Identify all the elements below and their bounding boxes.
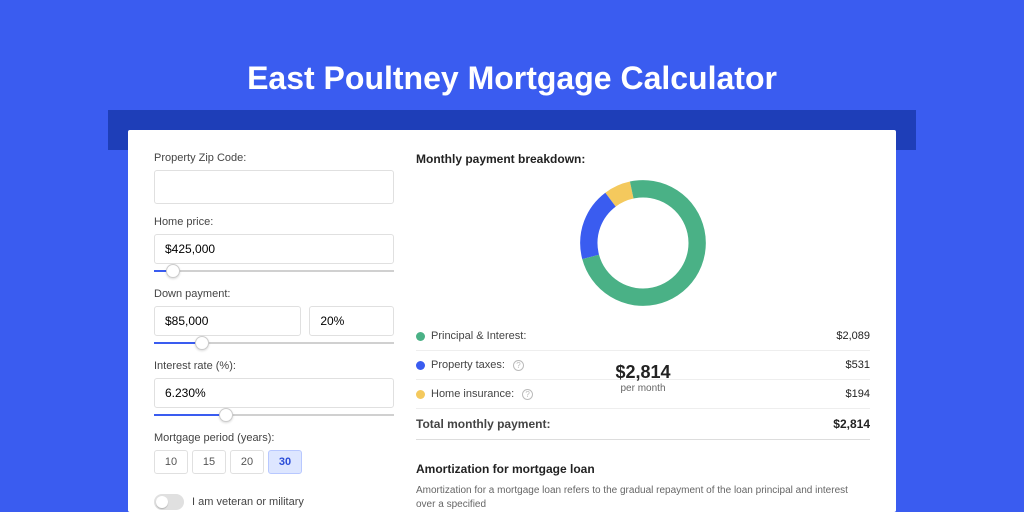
total-label: Total monthly payment: — [416, 417, 550, 431]
donut-segment-taxes — [579, 179, 707, 307]
donut-amount: $2,814 — [615, 362, 670, 383]
veteran-label: I am veteran or military — [192, 496, 304, 508]
period-radio-group: 10152030 — [154, 450, 394, 474]
slider-fill — [154, 414, 226, 416]
page-title: East Poultney Mortgage Calculator — [0, 0, 1024, 117]
total-value: $2,814 — [833, 417, 870, 431]
price-label: Home price: — [154, 216, 394, 228]
amortization-text: Amortization for a mortgage loan refers … — [416, 484, 870, 512]
veteran-toggle[interactable] — [154, 494, 184, 510]
slider-thumb[interactable] — [166, 264, 180, 278]
rate-input[interactable] — [154, 378, 394, 408]
donut-segment-principal — [579, 179, 707, 307]
form-column: Property Zip Code: Home price: Down paym… — [154, 152, 394, 512]
period-option-15[interactable]: 15 — [192, 450, 226, 474]
summary-column: Monthly payment breakdown: $2,814 per mo… — [416, 152, 870, 512]
calculator-panel: Property Zip Code: Home price: Down paym… — [128, 130, 896, 512]
down-label: Down payment: — [154, 288, 394, 300]
period-option-30[interactable]: 30 — [268, 450, 302, 474]
help-icon[interactable]: ? — [522, 389, 533, 400]
legend-value: $531 — [846, 359, 870, 371]
slider-track — [154, 270, 394, 272]
breakdown-title: Monthly payment breakdown: — [416, 152, 870, 166]
price-input[interactable] — [154, 234, 394, 264]
down-pct-input[interactable] — [309, 306, 394, 336]
amortization-title: Amortization for mortgage loan — [416, 462, 870, 476]
legend-label: Property taxes: — [431, 359, 505, 371]
down-slider[interactable] — [154, 338, 394, 348]
donut-chart: $2,814 per month — [578, 178, 708, 308]
legend-dot — [416, 361, 425, 370]
help-icon[interactable]: ? — [513, 360, 524, 371]
zip-label: Property Zip Code: — [154, 152, 394, 164]
price-slider[interactable] — [154, 266, 394, 276]
slider-thumb[interactable] — [219, 408, 233, 422]
period-option-20[interactable]: 20 — [230, 450, 264, 474]
donut-sublabel: per month — [620, 383, 665, 394]
legend-dot — [416, 390, 425, 399]
slider-thumb[interactable] — [195, 336, 209, 350]
period-option-10[interactable]: 10 — [154, 450, 188, 474]
legend-label: Home insurance: — [431, 388, 514, 400]
donut-segment-insurance — [579, 179, 707, 307]
period-label: Mortgage period (years): — [154, 432, 394, 444]
down-amount-input[interactable] — [154, 306, 301, 336]
legend-value: $194 — [846, 388, 870, 400]
legend-dot — [416, 332, 425, 341]
zip-input[interactable] — [154, 170, 394, 204]
rate-slider[interactable] — [154, 410, 394, 420]
toggle-knob — [156, 496, 168, 508]
legend-label: Principal & Interest: — [431, 330, 526, 342]
rate-label: Interest rate (%): — [154, 360, 394, 372]
legend-value: $2,089 — [836, 330, 870, 342]
